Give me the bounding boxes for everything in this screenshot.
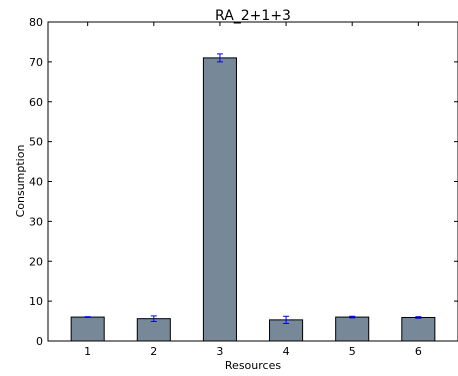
x-tick-label: 2 xyxy=(150,345,157,358)
y-tick-label: 20 xyxy=(29,255,43,268)
error-bars xyxy=(84,53,422,324)
bar-1 xyxy=(70,316,105,342)
bar-6 xyxy=(401,316,436,342)
y-tick-label: 40 xyxy=(29,176,43,189)
chart-title: RA_2+1+3 xyxy=(215,8,291,24)
plot-frame xyxy=(47,21,458,342)
y-tick-label: 10 xyxy=(29,295,43,308)
y-tick-label: 70 xyxy=(29,56,43,69)
x-tick-label: 4 xyxy=(283,345,290,358)
x-tick-label: 1 xyxy=(84,345,91,358)
bar-3 xyxy=(202,57,237,342)
y-tick-label: 60 xyxy=(29,96,43,109)
bars xyxy=(70,57,436,342)
bar-5 xyxy=(335,316,370,342)
axis-ticks: 0 10 20 30 40 50 60 70 80 1 2 3 4 5 6 xyxy=(29,16,458,358)
y-tick-label: 30 xyxy=(29,215,43,228)
y-tick-label: 80 xyxy=(29,16,43,29)
x-tick-label: 5 xyxy=(349,345,356,358)
y-tick-label: 0 xyxy=(36,335,43,348)
x-tick-label: 6 xyxy=(415,345,422,358)
y-axis-label: Consumption xyxy=(14,145,27,218)
x-tick-label: 3 xyxy=(216,345,223,358)
x-axis-label: Resources xyxy=(225,359,281,372)
bar-2 xyxy=(136,318,171,342)
y-tick-label: 50 xyxy=(29,136,43,149)
